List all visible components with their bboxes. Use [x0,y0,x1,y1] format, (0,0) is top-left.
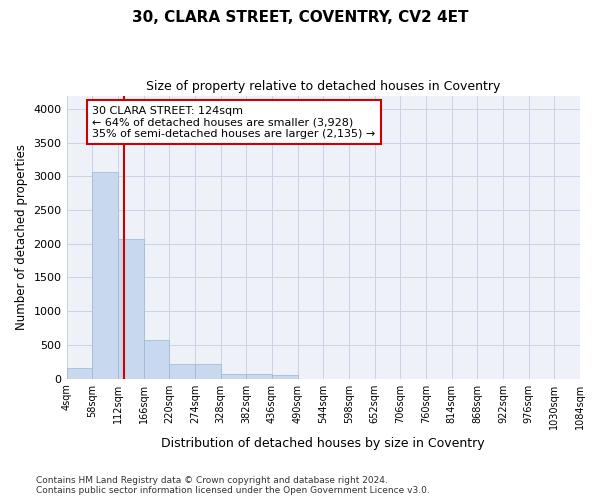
Text: 30, CLARA STREET, COVENTRY, CV2 4ET: 30, CLARA STREET, COVENTRY, CV2 4ET [132,10,468,25]
Bar [143,340,169,378]
Bar [118,239,143,378]
Bar [272,375,298,378]
Bar [67,368,92,378]
X-axis label: Distribution of detached houses by size in Coventry: Distribution of detached houses by size … [161,437,485,450]
Text: 30 CLARA STREET: 124sqm
← 64% of detached houses are smaller (3,928)
35% of semi: 30 CLARA STREET: 124sqm ← 64% of detache… [92,106,376,139]
Title: Size of property relative to detached houses in Coventry: Size of property relative to detached ho… [146,80,500,93]
Y-axis label: Number of detached properties: Number of detached properties [15,144,28,330]
Text: Contains HM Land Registry data © Crown copyright and database right 2024.
Contai: Contains HM Land Registry data © Crown c… [36,476,430,495]
Bar [92,172,118,378]
Bar [246,374,272,378]
Bar [221,374,246,378]
Bar [169,364,195,378]
Bar [195,364,221,378]
